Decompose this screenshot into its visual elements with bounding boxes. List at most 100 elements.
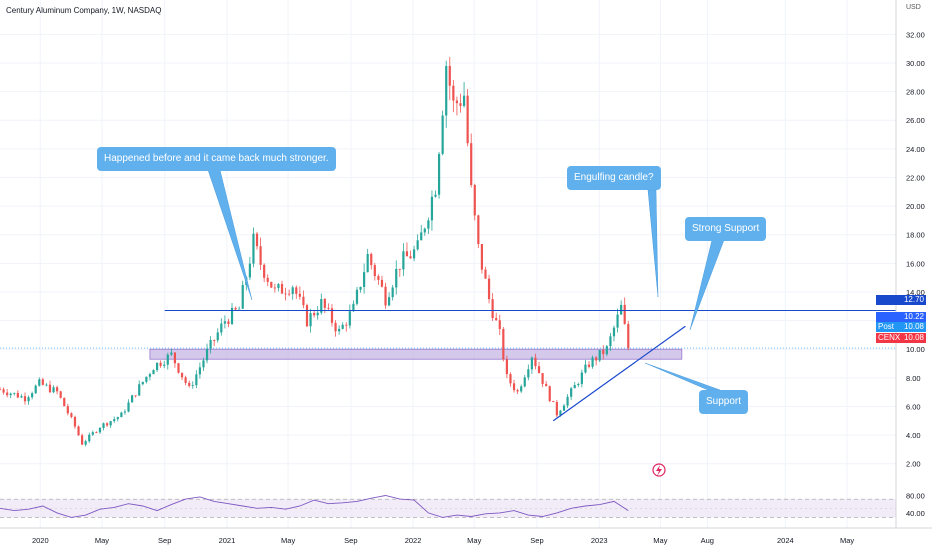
candle-body xyxy=(198,367,202,375)
y-tick-label: 22.00 xyxy=(906,173,925,182)
price-tag-cenx: 10.08 CENX xyxy=(876,333,926,343)
candle-body xyxy=(16,392,19,398)
x-tick-label: May xyxy=(653,536,667,545)
candle-body xyxy=(223,321,226,324)
candle-body xyxy=(562,405,566,411)
candle-body xyxy=(31,393,34,398)
overlays xyxy=(0,310,896,422)
chart-title: Century Aluminum Company, 1W, NASDAQ xyxy=(6,6,162,15)
candle-body xyxy=(98,427,102,433)
candle-body xyxy=(616,314,619,328)
candle-body xyxy=(530,357,533,370)
candle-body xyxy=(584,364,587,373)
candle-body xyxy=(177,363,180,373)
candle-body xyxy=(252,233,255,264)
candle-body xyxy=(295,287,298,294)
candle-body xyxy=(462,95,466,106)
candle-body xyxy=(577,383,580,385)
candle-body xyxy=(466,95,469,144)
candle-body xyxy=(609,336,612,347)
candle-body xyxy=(437,153,441,195)
trend-line xyxy=(552,325,686,422)
lightning-icon[interactable] xyxy=(652,463,666,477)
candle-body xyxy=(598,349,601,361)
y-tick-label: 14.00 xyxy=(906,288,925,297)
candle-body xyxy=(38,379,41,386)
candle-body xyxy=(398,268,401,270)
candle-body xyxy=(620,304,623,315)
candle-body xyxy=(473,185,476,216)
candle-body xyxy=(288,293,291,295)
y-tick-label: 26.00 xyxy=(906,116,925,125)
y-tick-label: 18.00 xyxy=(906,231,925,240)
candle-body xyxy=(148,374,152,377)
candle-body xyxy=(2,389,5,393)
candle-body xyxy=(441,115,444,154)
candle-body xyxy=(56,387,59,392)
candle-body xyxy=(534,357,537,367)
candle-body xyxy=(445,65,448,116)
candle-body xyxy=(234,307,237,310)
price-tag-resistance: 12.70 xyxy=(876,295,926,305)
candle-body xyxy=(227,321,230,324)
candle-body xyxy=(41,379,44,385)
candle-body xyxy=(320,299,323,313)
candle-body xyxy=(91,432,94,435)
candle-body xyxy=(623,304,626,324)
candle-body xyxy=(273,287,276,289)
candle-body xyxy=(327,307,330,309)
candle-body xyxy=(159,362,162,366)
grid xyxy=(0,0,896,528)
y-tick-label: 10.00 xyxy=(906,345,925,354)
x-tick-label: Aug xyxy=(701,536,714,545)
x-tick-label: May xyxy=(467,536,481,545)
candle-body xyxy=(370,253,373,266)
candle-body xyxy=(573,384,576,389)
candle-body xyxy=(412,249,416,259)
candle-body xyxy=(313,313,316,316)
candle-body xyxy=(59,391,62,398)
candle-body xyxy=(113,419,116,422)
candle-body xyxy=(109,421,112,426)
candles xyxy=(0,57,630,447)
rsi-line xyxy=(0,495,629,518)
candle-body xyxy=(34,385,37,394)
candle-body xyxy=(180,372,184,378)
candle-body xyxy=(202,360,205,368)
candle-body xyxy=(9,393,12,396)
candle-body xyxy=(116,417,119,420)
candle-body xyxy=(81,435,84,445)
candle-body xyxy=(448,65,451,86)
candle-body xyxy=(430,196,434,221)
candle-body xyxy=(527,369,530,378)
callout-engulfing: Engulfing candle? xyxy=(567,166,661,190)
candle-body xyxy=(166,354,169,365)
y-tick-label: 4.00 xyxy=(906,431,921,440)
pointer-support xyxy=(644,362,721,391)
x-tick-label: Sep xyxy=(344,536,357,545)
candle-body xyxy=(291,287,294,294)
callout-support: Support xyxy=(699,390,749,414)
candle-body xyxy=(505,359,509,375)
candle-body xyxy=(338,328,341,332)
candle-body xyxy=(420,232,423,241)
candle-body xyxy=(0,389,2,391)
candle-body xyxy=(405,251,409,257)
price-tag-ma: 10.22 xyxy=(876,312,926,322)
candle-body xyxy=(541,373,544,384)
candle-body xyxy=(352,303,355,312)
candle-body xyxy=(537,366,541,374)
candle-body xyxy=(373,265,376,277)
y-tick-label: 24.00 xyxy=(906,145,925,154)
y-tick-label: 2.00 xyxy=(906,460,921,469)
candle-body xyxy=(612,327,616,337)
candle-body xyxy=(377,276,380,280)
x-tick-label: 2024 xyxy=(777,536,794,545)
y-tick-label: 20.00 xyxy=(906,202,925,211)
candle-body xyxy=(434,194,437,197)
candle-body xyxy=(330,308,334,323)
candle-body xyxy=(102,423,105,428)
candle-body xyxy=(341,324,344,329)
